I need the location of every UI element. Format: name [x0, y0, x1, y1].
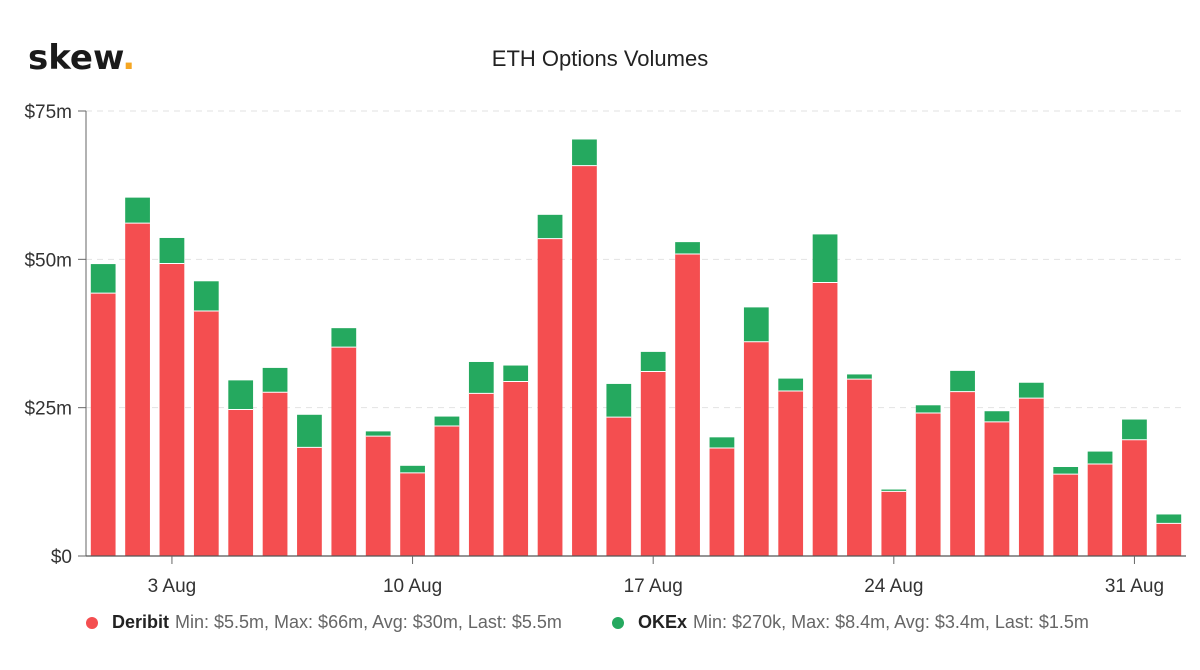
- bar-okex: [193, 281, 219, 311]
- bar-okex: [159, 237, 185, 264]
- bar-okex: [1018, 382, 1044, 399]
- bar-okex: [1087, 451, 1113, 465]
- bar-deribit: [468, 393, 494, 556]
- legend-swatch-deribit: [86, 616, 98, 629]
- legend-stats-deribit: Min: $5.5m, Max: $66m, Avg: $30m, Last: …: [175, 612, 562, 632]
- bar-deribit: [331, 347, 357, 556]
- legend-item-deribit[interactable]: Deribit Min: $5.5m, Max: $66m, Avg: $30m…: [86, 612, 562, 633]
- bar-okex: [228, 380, 254, 410]
- bar-deribit: [434, 426, 460, 556]
- bar-okex: [1156, 514, 1182, 524]
- bar-okex: [503, 365, 529, 382]
- y-tick-label: $0: [51, 547, 72, 568]
- bar-deribit: [709, 448, 735, 556]
- bar-okex: [434, 416, 460, 427]
- x-tick-label: 17 Aug: [624, 576, 683, 597]
- bar-deribit: [572, 165, 597, 556]
- chart-title: ETH Options Volumes: [491, 46, 709, 71]
- bar-deribit: [778, 391, 804, 556]
- bar-okex: [984, 411, 1010, 422]
- bar-okex: [812, 234, 838, 283]
- bar-okex: [778, 378, 804, 392]
- bar-deribit: [1122, 439, 1147, 556]
- bar-deribit: [812, 282, 838, 556]
- x-tick-label: 3 Aug: [148, 576, 197, 597]
- bar-okex: [675, 242, 700, 254]
- bar-okex: [468, 361, 494, 394]
- bar-deribit: [228, 409, 254, 556]
- bar-okex: [125, 197, 150, 224]
- bar-deribit: [743, 341, 769, 556]
- bar-okex: [331, 328, 357, 348]
- bar-deribit: [640, 371, 666, 556]
- bar-okex: [297, 414, 322, 448]
- bar-deribit: [881, 491, 907, 556]
- bar-deribit: [847, 379, 872, 556]
- bar-deribit: [606, 417, 632, 556]
- bar-deribit: [675, 253, 700, 556]
- bar-okex: [1053, 467, 1079, 475]
- x-tick-label: 31 Aug: [1105, 576, 1164, 597]
- y-tick-label: $25m: [24, 399, 72, 420]
- x-tick-label: 10 Aug: [383, 576, 442, 597]
- legend-swatch-okex: [612, 616, 624, 629]
- bar-okex: [709, 437, 735, 449]
- bar-deribit: [537, 238, 563, 557]
- bar-deribit: [400, 472, 425, 556]
- x-tick-label: 24 Aug: [864, 576, 923, 597]
- bar-okex: [572, 139, 597, 166]
- bar-deribit: [950, 391, 975, 556]
- bar-deribit: [1087, 464, 1113, 556]
- bar-okex: [1122, 419, 1147, 440]
- bar-okex: [606, 383, 632, 418]
- bar-okex: [950, 370, 975, 392]
- bar-okex: [915, 405, 941, 414]
- bar-deribit: [125, 223, 150, 556]
- legend-name-okex: OKEx: [638, 612, 688, 632]
- bar-deribit: [915, 413, 941, 556]
- bar-okex: [743, 307, 769, 342]
- bar-deribit: [1156, 523, 1182, 556]
- bar-okex: [90, 264, 116, 294]
- bar-deribit: [297, 447, 322, 556]
- bar-deribit: [90, 293, 116, 556]
- bar-deribit: [984, 421, 1010, 556]
- bar-deribit: [503, 381, 529, 556]
- bar-okex: [640, 351, 666, 372]
- bar-deribit: [365, 436, 391, 556]
- bar-deribit: [159, 263, 185, 556]
- skew-logo: skew.: [28, 38, 136, 78]
- legend-name-deribit: Deribit: [112, 612, 170, 632]
- y-tick-label: $50m: [24, 250, 72, 271]
- bar-deribit: [193, 310, 219, 556]
- legend-item-okex[interactable]: OKEx Min: $270k, Max: $8.4m, Avg: $3.4m,…: [612, 612, 1089, 633]
- bar-okex: [365, 431, 391, 437]
- bar-okex: [881, 489, 907, 492]
- y-tick-label: $75m: [24, 102, 72, 123]
- bar-okex: [262, 367, 288, 393]
- bar-deribit: [1018, 398, 1044, 556]
- bar-okex: [847, 374, 872, 380]
- bar-okex: [537, 214, 563, 239]
- bar-okex: [400, 465, 425, 473]
- bar-deribit: [1053, 474, 1079, 556]
- bar-deribit: [262, 392, 288, 556]
- legend-stats-okex: Min: $270k, Max: $8.4m, Avg: $3.4m, Last…: [693, 612, 1089, 632]
